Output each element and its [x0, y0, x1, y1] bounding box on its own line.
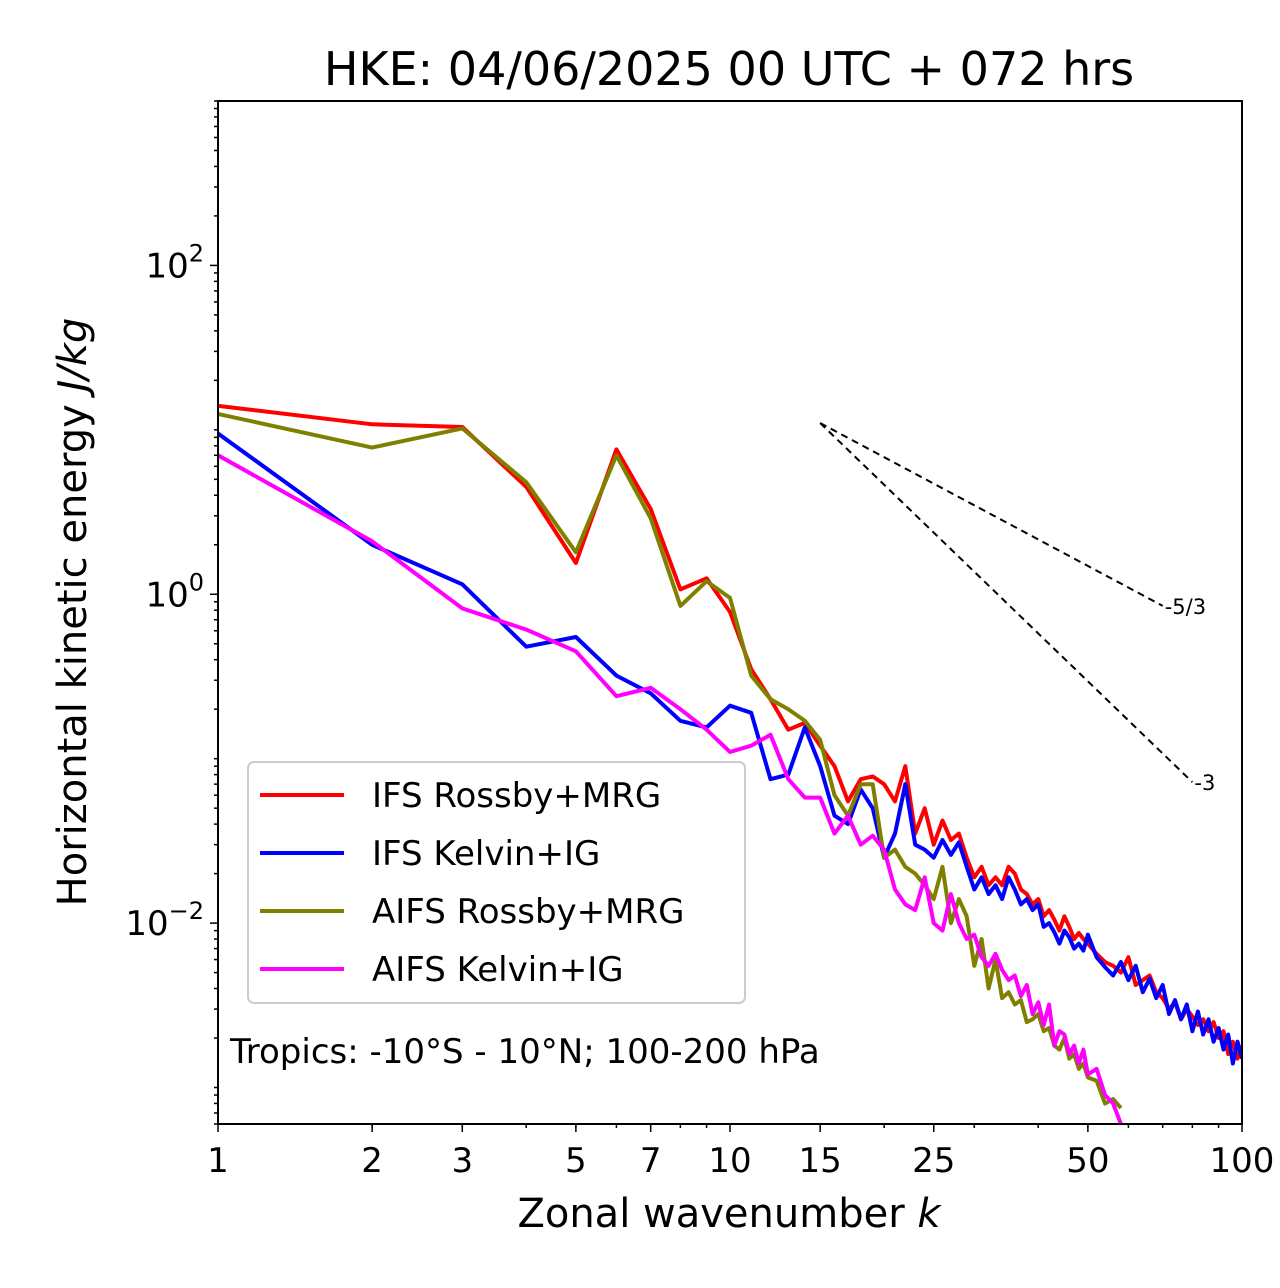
legend-label-2: AIFS Rossby+MRG	[372, 892, 684, 932]
x-tick-label: 7	[640, 1141, 662, 1181]
y-tick-label: 100	[145, 568, 204, 615]
reference-slopes: -5/3 -3	[819, 422, 1215, 795]
plot-frame	[217, 100, 1243, 1125]
region-annotation: Tropics: -10°S - 10°N; 100-200 hPa	[229, 1032, 820, 1072]
legend-label-3: AIFS Kelvin+IG	[372, 950, 624, 990]
y-axis-ticks: 102 100 10−2	[125, 100, 218, 1125]
x-tick-label: 100	[1210, 1141, 1275, 1181]
legend-label-0: IFS Rossby+MRG	[372, 776, 661, 816]
x-axis-ticks: 1 2 3 5 7 10 15 25 50 100	[207, 1124, 1274, 1181]
reference-slope-line-1	[819, 422, 1194, 783]
x-tick-label: 25	[912, 1141, 955, 1181]
series-line-3	[218, 453, 1123, 1124]
reference-slope-label-1: -3	[1194, 771, 1215, 795]
reference-slope-line-0	[819, 422, 1164, 607]
x-tick-label: 2	[361, 1141, 383, 1181]
y-tick-label: 10−2	[125, 897, 204, 944]
series-lines	[218, 403, 1242, 1124]
legend: IFS Rossby+MRG IFS Kelvin+IG AIFS Rossby+M…	[247, 761, 746, 1004]
chart-title: HKE: 04/06/2025 00 UTC + 072 hrs	[324, 42, 1134, 96]
legend-label-1: IFS Kelvin+IG	[372, 834, 600, 874]
x-tick-label: 50	[1066, 1141, 1109, 1181]
x-tick-label: 3	[451, 1141, 473, 1181]
x-tick-label: 10	[708, 1141, 751, 1181]
series-line-1	[218, 431, 1242, 1066]
y-axis-label: Horizontal kinetic energy J/kg	[50, 318, 96, 907]
y-tick-label: 102	[145, 239, 204, 286]
x-tick-label: 5	[565, 1141, 587, 1181]
x-tick-label: 15	[799, 1141, 842, 1181]
x-tick-label: 1	[207, 1141, 229, 1181]
x-axis-label: Zonal wavenumber k	[517, 1191, 942, 1237]
legend-box	[247, 761, 746, 1004]
reference-slope-label-0: -5/3	[1165, 595, 1206, 619]
